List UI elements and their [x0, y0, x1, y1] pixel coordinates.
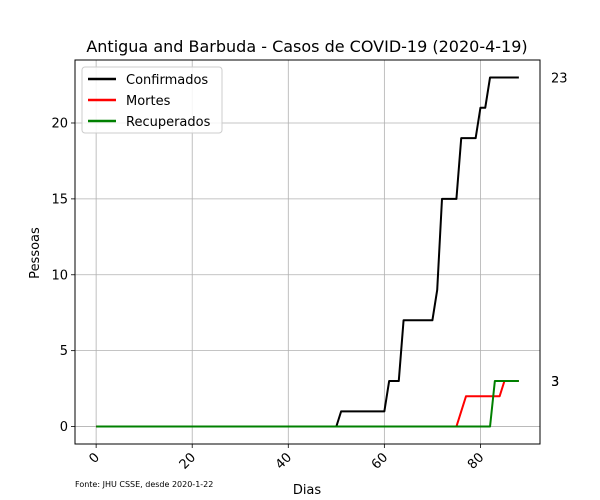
end-value-label: 23	[551, 71, 568, 86]
y-tick-label: 0	[60, 420, 68, 435]
x-axis-label: Dias	[293, 483, 322, 498]
chart-title: Antigua and Barbuda - Casos de COVID-19 …	[86, 37, 527, 56]
y-tick-label: 20	[51, 116, 68, 131]
series-line-recuperados	[96, 380, 519, 428]
series-lines	[96, 76, 519, 428]
y-tick-label: 15	[51, 192, 68, 207]
legend-box	[81, 66, 223, 134]
plot-area-frame	[74, 59, 541, 445]
series-line-confirmados	[96, 76, 519, 428]
legend-label-confirmados: Confirmados	[126, 73, 208, 88]
y-axis-label: Pessoas	[28, 227, 43, 279]
y-tick-label: 5	[60, 344, 68, 359]
end-value-label: 3	[551, 375, 559, 390]
legend: Confirmados Mortes Recuperados	[81, 66, 223, 134]
end-value-label: 3	[551, 375, 559, 390]
legend-label-mortes: Mortes	[126, 94, 171, 109]
legend-label-recuperados: Recuperados	[126, 115, 211, 130]
source-note: Fonte: JHU CSSE, desde 2020-1-22	[75, 480, 213, 489]
y-tick-label: 10	[51, 268, 68, 283]
y-axis-ticks: 0 5 10 15 20	[51, 116, 75, 435]
